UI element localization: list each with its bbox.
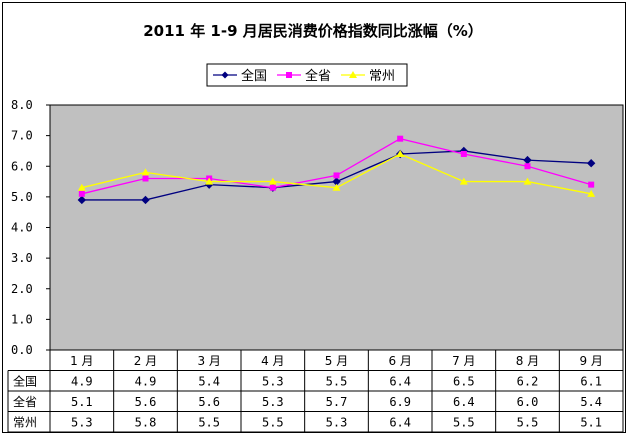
data-point bbox=[460, 151, 467, 157]
data-point bbox=[77, 183, 86, 191]
table-cell: 5.3 bbox=[71, 416, 93, 430]
data-table: 1 月 2 月 3 月 4 月 5 月 6 月 7 月 8 月 9 月全国 4.9 4.9 5.4 5.… bbox=[7, 349, 624, 433]
plot-area bbox=[49, 104, 624, 351]
series-layer bbox=[77, 135, 596, 205]
table-cell: 6.0 bbox=[517, 395, 539, 409]
table-cell: 6.4 bbox=[453, 395, 475, 409]
data-point bbox=[269, 184, 276, 191]
table-cell: 5.5 bbox=[198, 416, 220, 430]
category-label: 7 月 bbox=[452, 354, 475, 368]
data-point bbox=[78, 190, 85, 197]
table-row-label: 全省 bbox=[13, 394, 37, 409]
y-axis: 8.0 7.0 6.0 5.0 4.0 3.0 2.0 1.0 0.0 bbox=[11, 98, 50, 357]
table-cell: 5.5 bbox=[262, 416, 284, 430]
table-cell: 5.5 bbox=[453, 416, 475, 430]
table-cell: 5.6 bbox=[198, 395, 220, 409]
y-tick-label: 4.0 bbox=[11, 221, 33, 235]
table-cell: 4.9 bbox=[135, 375, 157, 389]
legend-label-2: 常州 bbox=[369, 69, 395, 84]
data-point bbox=[77, 195, 87, 205]
y-tick-label: 8.0 bbox=[11, 98, 33, 112]
data-point bbox=[142, 175, 149, 182]
data-point bbox=[587, 189, 596, 197]
y-tick-label: 2.0 bbox=[11, 282, 33, 296]
table-cell: 5.4 bbox=[580, 395, 602, 409]
data-point bbox=[524, 163, 531, 170]
category-label: 3 月 bbox=[197, 354, 220, 368]
data-point bbox=[588, 181, 595, 188]
table-cell: 5.7 bbox=[326, 395, 348, 409]
table-cell: 6.5 bbox=[453, 375, 475, 389]
table-cell: 4.9 bbox=[71, 375, 93, 389]
table-cell: 5.3 bbox=[326, 416, 348, 430]
legend-label-0: 全国 bbox=[241, 68, 267, 84]
table-cell: 5.8 bbox=[135, 416, 157, 430]
data-point bbox=[205, 177, 214, 185]
category-label: 4 月 bbox=[261, 354, 284, 368]
table-cell: 5.3 bbox=[262, 375, 284, 389]
data-point bbox=[333, 172, 340, 179]
table-cell: 5.5 bbox=[517, 416, 539, 430]
data-point bbox=[141, 168, 150, 176]
y-tick-label: 5.0 bbox=[11, 190, 33, 204]
table-cell: 5.4 bbox=[198, 375, 220, 389]
y-tick-label: 0.0 bbox=[11, 343, 33, 357]
data-point bbox=[396, 150, 405, 157]
category-label: 2 月 bbox=[134, 354, 157, 368]
table-cell: 5.5 bbox=[326, 375, 348, 389]
legend-marker bbox=[349, 71, 357, 78]
table-cell: 6.2 bbox=[517, 375, 539, 389]
category-label: 1 月 bbox=[70, 354, 93, 368]
data-point bbox=[397, 135, 404, 142]
legend-marker bbox=[286, 72, 292, 78]
y-tick-label: 3.0 bbox=[11, 251, 33, 265]
table-cell: 6.9 bbox=[389, 395, 411, 409]
data-point bbox=[586, 158, 596, 168]
category-label: 6 月 bbox=[388, 354, 411, 368]
table-row-label: 全国 bbox=[13, 374, 37, 389]
table-cell: 6.1 bbox=[580, 375, 602, 389]
table-cell: 6.4 bbox=[389, 375, 411, 389]
legend: 全国 全省 常州 bbox=[206, 63, 408, 87]
data-point bbox=[332, 183, 341, 191]
legend-marker bbox=[221, 71, 229, 79]
data-point bbox=[459, 177, 468, 185]
table-cell: 5.6 bbox=[135, 395, 157, 409]
series-2 bbox=[77, 150, 596, 197]
table-cell: 5.3 bbox=[262, 395, 284, 409]
category-label: 9 月 bbox=[579, 354, 602, 368]
chart-frame: 2011 年 1-9 月居民消费价格指数同比涨幅（%） 全国 全省 常州 8.0 7.… bbox=[2, 2, 626, 433]
category-label: 8 月 bbox=[516, 354, 539, 368]
chart-svg: 2011 年 1-9 月居民消费价格指数同比涨幅（%） 全国 全省 常州 8.07.… bbox=[7, 22, 624, 433]
category-label: 5 月 bbox=[325, 354, 348, 368]
y-tick-label: 6.0 bbox=[11, 159, 33, 173]
y-tick-label: 1.0 bbox=[11, 312, 33, 326]
y-tick-label: 7.0 bbox=[11, 129, 33, 143]
data-point bbox=[268, 177, 277, 185]
table-cell: 5.1 bbox=[71, 395, 93, 409]
legend-label-1: 全省 bbox=[305, 68, 331, 84]
data-point bbox=[523, 177, 532, 185]
table-cell: 5.1 bbox=[580, 416, 602, 430]
legend-box bbox=[206, 63, 408, 87]
table-cell: 6.4 bbox=[389, 416, 411, 430]
table-row-label: 常州 bbox=[13, 416, 37, 430]
data-point bbox=[141, 195, 150, 205]
chart-title: 2011 年 1-9 月居民消费价格指数同比涨幅（%） bbox=[143, 22, 483, 40]
